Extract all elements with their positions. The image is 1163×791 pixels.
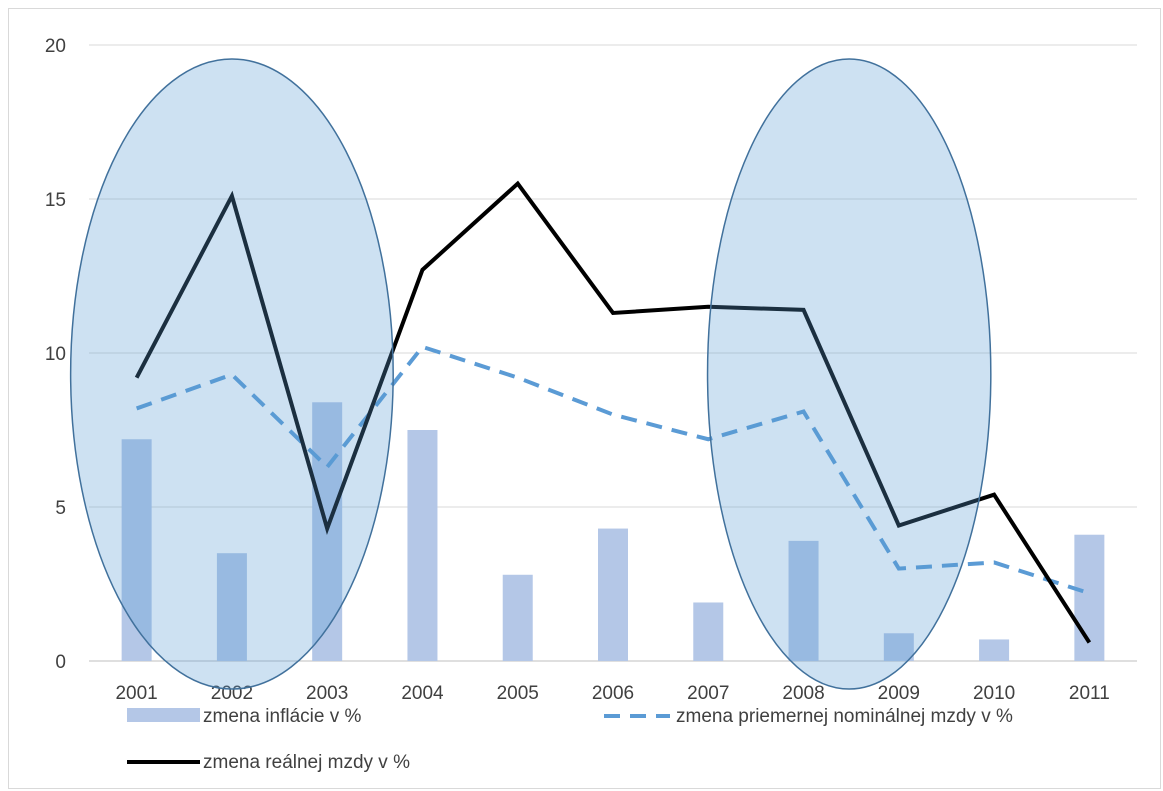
y-tick-label: 10 [45, 344, 66, 365]
bar-inflation [502, 574, 533, 661]
highlight-ellipse [706, 58, 992, 690]
bar-inflation [883, 633, 914, 661]
bar-inflation [598, 528, 628, 661]
bar-inflation [121, 439, 152, 661]
legend-label-inflation: zmena inflácie v % [203, 706, 362, 727]
legend: zmena inflácie v % zmena priemernej nomi… [127, 706, 1013, 773]
legend-label-real-wage: zmena reálnej mzdy v % [203, 752, 410, 773]
highlight-ellipse [69, 58, 394, 690]
x-tick-label: 2008 [782, 683, 824, 704]
y-tick-label: 5 [55, 498, 66, 519]
x-tick-label: 2006 [592, 683, 634, 704]
line-real-wage [134, 180, 1092, 644]
x-tick-label: 2005 [497, 683, 539, 704]
y-tick-label: 20 [45, 36, 66, 57]
y-tick-label: 15 [45, 190, 66, 211]
bar-inflation [216, 553, 247, 661]
x-tick-label: 2007 [687, 683, 729, 704]
line-nominal-wage [135, 344, 1090, 596]
x-tick-label: 2004 [401, 683, 444, 704]
series-lines [134, 180, 1092, 644]
bar-inflation [407, 430, 438, 661]
x-tick-label: 2003 [306, 683, 348, 704]
x-tick-label: 2001 [115, 683, 157, 704]
y-axis-tick-labels: 0 5 10 15 20 [45, 36, 66, 673]
legend-swatch-inflation [127, 708, 200, 722]
highlight-ellipses [69, 58, 992, 690]
bar-inflation [788, 540, 819, 661]
bar-inflation [979, 639, 1010, 661]
x-axis-tick-labels: 2001 2002 2003 2004 2005 2006 2007 2008 2009 2010… [115, 683, 1109, 704]
x-tick-label: 2011 [1069, 683, 1110, 704]
legend-label-nominal-wage: zmena priemernej nominálnej mzdy v % [676, 706, 1013, 727]
inflation-bars [121, 402, 1105, 661]
x-tick-label: 2010 [973, 683, 1015, 704]
x-tick-label: 2009 [878, 683, 920, 704]
chart-frame [8, 8, 1161, 789]
bar-inflation [693, 602, 724, 661]
y-tick-label: 0 [55, 652, 66, 673]
